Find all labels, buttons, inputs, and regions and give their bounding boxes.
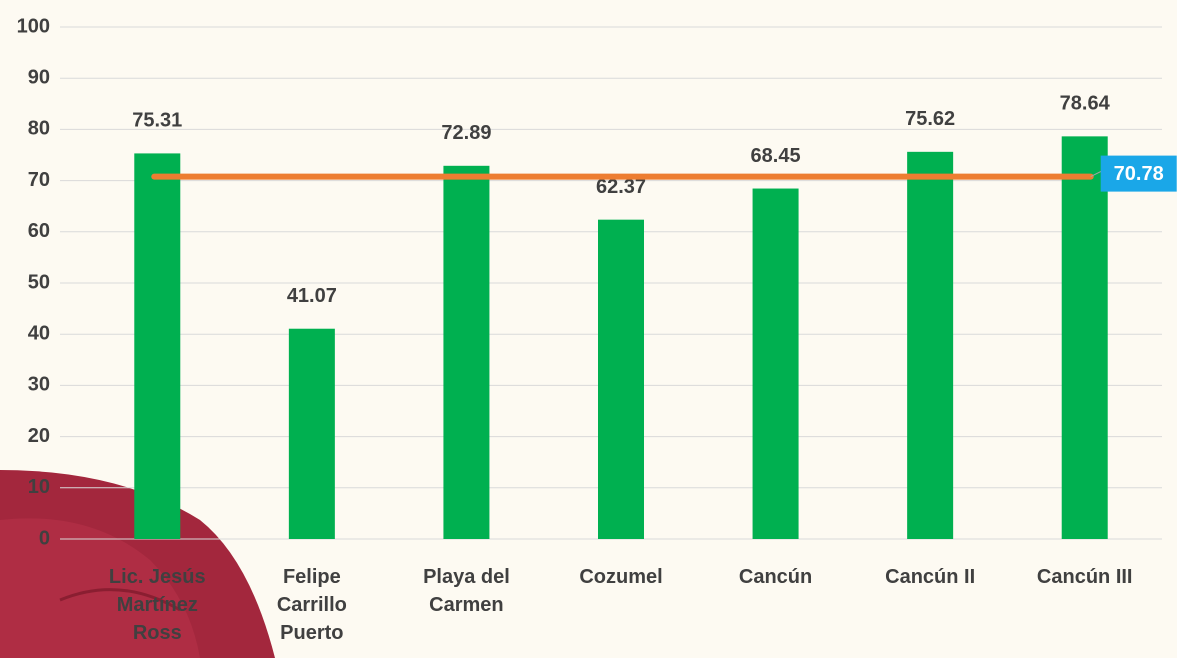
bar xyxy=(907,151,954,539)
y-tick-label: 20 xyxy=(28,425,50,447)
y-tick-label: 30 xyxy=(28,374,50,396)
bar xyxy=(134,153,181,540)
x-tick-label: Lic. Jesús Martínez Ross xyxy=(109,566,206,644)
y-tick-label: 70 xyxy=(28,169,50,191)
x-tick-label: Playa del Carmen xyxy=(423,566,510,616)
decoration xyxy=(59,588,181,612)
reference-label: 70.78 xyxy=(1114,163,1164,185)
data-label: 75.31 xyxy=(132,110,182,132)
y-tick-label: 90 xyxy=(28,66,50,88)
data-label: 72.89 xyxy=(441,122,491,144)
data-label: 68.45 xyxy=(751,145,801,167)
y-tick-label: 100 xyxy=(17,15,50,37)
reference-label-box xyxy=(1100,155,1177,192)
y-tick-label: 10 xyxy=(28,476,50,498)
data-label: 41.07 xyxy=(287,285,337,307)
x-tick-label: Cozumel xyxy=(579,566,662,588)
bar xyxy=(598,219,644,540)
bar xyxy=(1061,136,1108,539)
y-tick-label: 40 xyxy=(28,322,50,344)
y-tick-label: 60 xyxy=(28,220,50,242)
bar xyxy=(288,328,335,539)
data-label: 75.62 xyxy=(905,108,955,130)
x-tick-label: Cancún xyxy=(739,566,812,588)
y-tick-label: 0 xyxy=(39,527,50,549)
bar xyxy=(752,188,799,539)
data-label: 78.64 xyxy=(1060,93,1111,115)
y-tick-label: 80 xyxy=(28,118,50,140)
bar xyxy=(443,165,490,539)
y-tick-label: 50 xyxy=(28,271,50,293)
data-label: 62.37 xyxy=(596,176,646,198)
x-tick-label: Cancún III xyxy=(1037,566,1133,588)
x-tick-label: Cancún II xyxy=(885,566,975,588)
x-tick-label: Felipe Carrillo Puerto xyxy=(277,566,347,644)
decoration xyxy=(0,518,200,658)
